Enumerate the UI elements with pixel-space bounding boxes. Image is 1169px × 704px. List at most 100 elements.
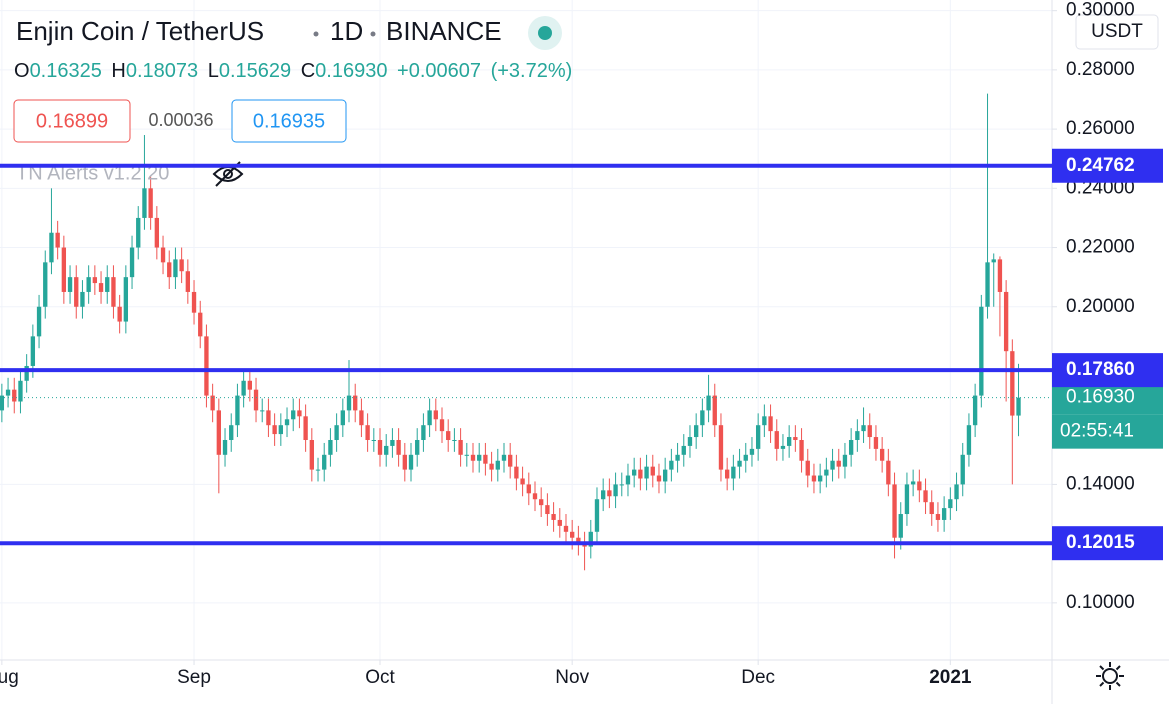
candle-body bbox=[67, 277, 73, 292]
candle-body bbox=[377, 440, 383, 455]
symbol: Enjin Coin / TetherUS bbox=[16, 16, 264, 46]
candle-body bbox=[92, 277, 98, 284]
candle-body bbox=[1010, 351, 1015, 416]
candle-body bbox=[724, 469, 730, 479]
candle-body bbox=[86, 277, 91, 292]
candle-body bbox=[687, 437, 693, 446]
candle-body bbox=[458, 440, 463, 455]
candle-body bbox=[811, 475, 817, 482]
sell-button[interactable] bbox=[13, 99, 131, 143]
candle-body bbox=[365, 425, 370, 440]
countdown-box bbox=[1052, 414, 1163, 449]
candle-body bbox=[979, 306, 984, 396]
candle-body bbox=[433, 410, 438, 420]
candle-body bbox=[948, 499, 953, 509]
candle-body bbox=[408, 454, 414, 470]
currency-button[interactable] bbox=[1075, 14, 1159, 50]
candle-body bbox=[532, 493, 538, 500]
candle-body bbox=[650, 466, 655, 476]
candle-body bbox=[415, 440, 420, 455]
y-tick-label: 0.26000 bbox=[1066, 118, 1135, 139]
candle-body bbox=[371, 440, 376, 441]
candle-body bbox=[384, 445, 389, 455]
candle-body bbox=[160, 247, 166, 263]
candle-body bbox=[117, 306, 122, 322]
candle-body bbox=[483, 454, 488, 464]
candle-body bbox=[43, 262, 48, 307]
candle-body bbox=[80, 291, 85, 307]
candle-body bbox=[123, 277, 129, 322]
candle-body bbox=[644, 466, 649, 479]
y-tick-label: 0.14000 bbox=[1066, 473, 1135, 494]
candle-body bbox=[315, 469, 321, 471]
candle-body bbox=[817, 475, 823, 482]
candle-body bbox=[563, 525, 569, 532]
candle-body bbox=[824, 469, 829, 476]
candle-body bbox=[514, 466, 519, 479]
candle-body bbox=[396, 440, 401, 455]
h-value: 0.18073 bbox=[126, 60, 198, 82]
candle-body bbox=[904, 484, 910, 515]
candle-body bbox=[594, 499, 600, 532]
candle-body bbox=[693, 425, 699, 438]
settings-icon[interactable] bbox=[1096, 662, 1124, 690]
candle-body bbox=[297, 410, 302, 417]
candle-body bbox=[452, 440, 457, 441]
candle-body bbox=[1016, 397, 1021, 416]
candle-body bbox=[328, 440, 333, 455]
candle-body bbox=[222, 440, 228, 455]
candle-body bbox=[886, 460, 891, 485]
x-tick-label: Dec bbox=[741, 667, 775, 688]
indicator-label[interactable]: TN Alerts v1.2 20 bbox=[16, 162, 169, 184]
candle-body bbox=[910, 481, 916, 485]
candle-body bbox=[340, 410, 345, 426]
candle-body bbox=[446, 431, 451, 440]
candle-body bbox=[861, 425, 866, 432]
candle-body bbox=[842, 454, 848, 467]
candle-body bbox=[390, 440, 395, 446]
candle-body bbox=[216, 410, 222, 455]
x-tick-label: Oct bbox=[365, 667, 395, 688]
candle-body bbox=[520, 478, 525, 485]
candle-body bbox=[18, 380, 23, 402]
candle-body bbox=[923, 490, 928, 503]
candle-body bbox=[917, 481, 922, 491]
candle-body bbox=[272, 425, 277, 435]
x-tick-label: 2021 bbox=[929, 667, 972, 688]
candle-body bbox=[30, 336, 36, 366]
l-value: 0.15629 bbox=[219, 60, 291, 82]
candle-body bbox=[191, 291, 197, 313]
candle-body bbox=[1003, 291, 1009, 352]
candle-body bbox=[638, 469, 643, 479]
candle-body bbox=[706, 395, 711, 411]
candle-body bbox=[235, 395, 240, 426]
candle-body bbox=[663, 469, 668, 482]
spread: 0.00036 bbox=[148, 110, 213, 130]
candle-body bbox=[768, 416, 773, 432]
x-tick-label: Nov bbox=[555, 667, 589, 688]
candle-body bbox=[526, 484, 531, 494]
candle-body bbox=[941, 508, 947, 520]
candle-body bbox=[247, 380, 252, 390]
candle-body bbox=[74, 277, 79, 307]
o-label: O bbox=[14, 60, 30, 82]
candle-body bbox=[607, 490, 612, 497]
candle-body bbox=[0, 395, 5, 411]
candle-body bbox=[836, 460, 841, 467]
candle-body bbox=[346, 395, 352, 411]
c-value: 0.16930 bbox=[315, 60, 387, 82]
candle-body bbox=[260, 410, 265, 412]
candle-body bbox=[613, 484, 618, 497]
candle-body bbox=[173, 259, 178, 278]
x-tick-label: Sep bbox=[177, 667, 211, 688]
candle-body bbox=[508, 454, 513, 467]
candle-body bbox=[204, 336, 209, 396]
y-tick-label: 0.10000 bbox=[1066, 592, 1135, 613]
buy-button[interactable] bbox=[231, 99, 347, 143]
candle-body bbox=[278, 425, 283, 435]
candle-body bbox=[749, 448, 755, 455]
countdown: 02:55:41 bbox=[1060, 421, 1134, 442]
candle-body bbox=[439, 419, 445, 432]
candle-body bbox=[601, 490, 606, 500]
candle-body bbox=[111, 277, 116, 307]
